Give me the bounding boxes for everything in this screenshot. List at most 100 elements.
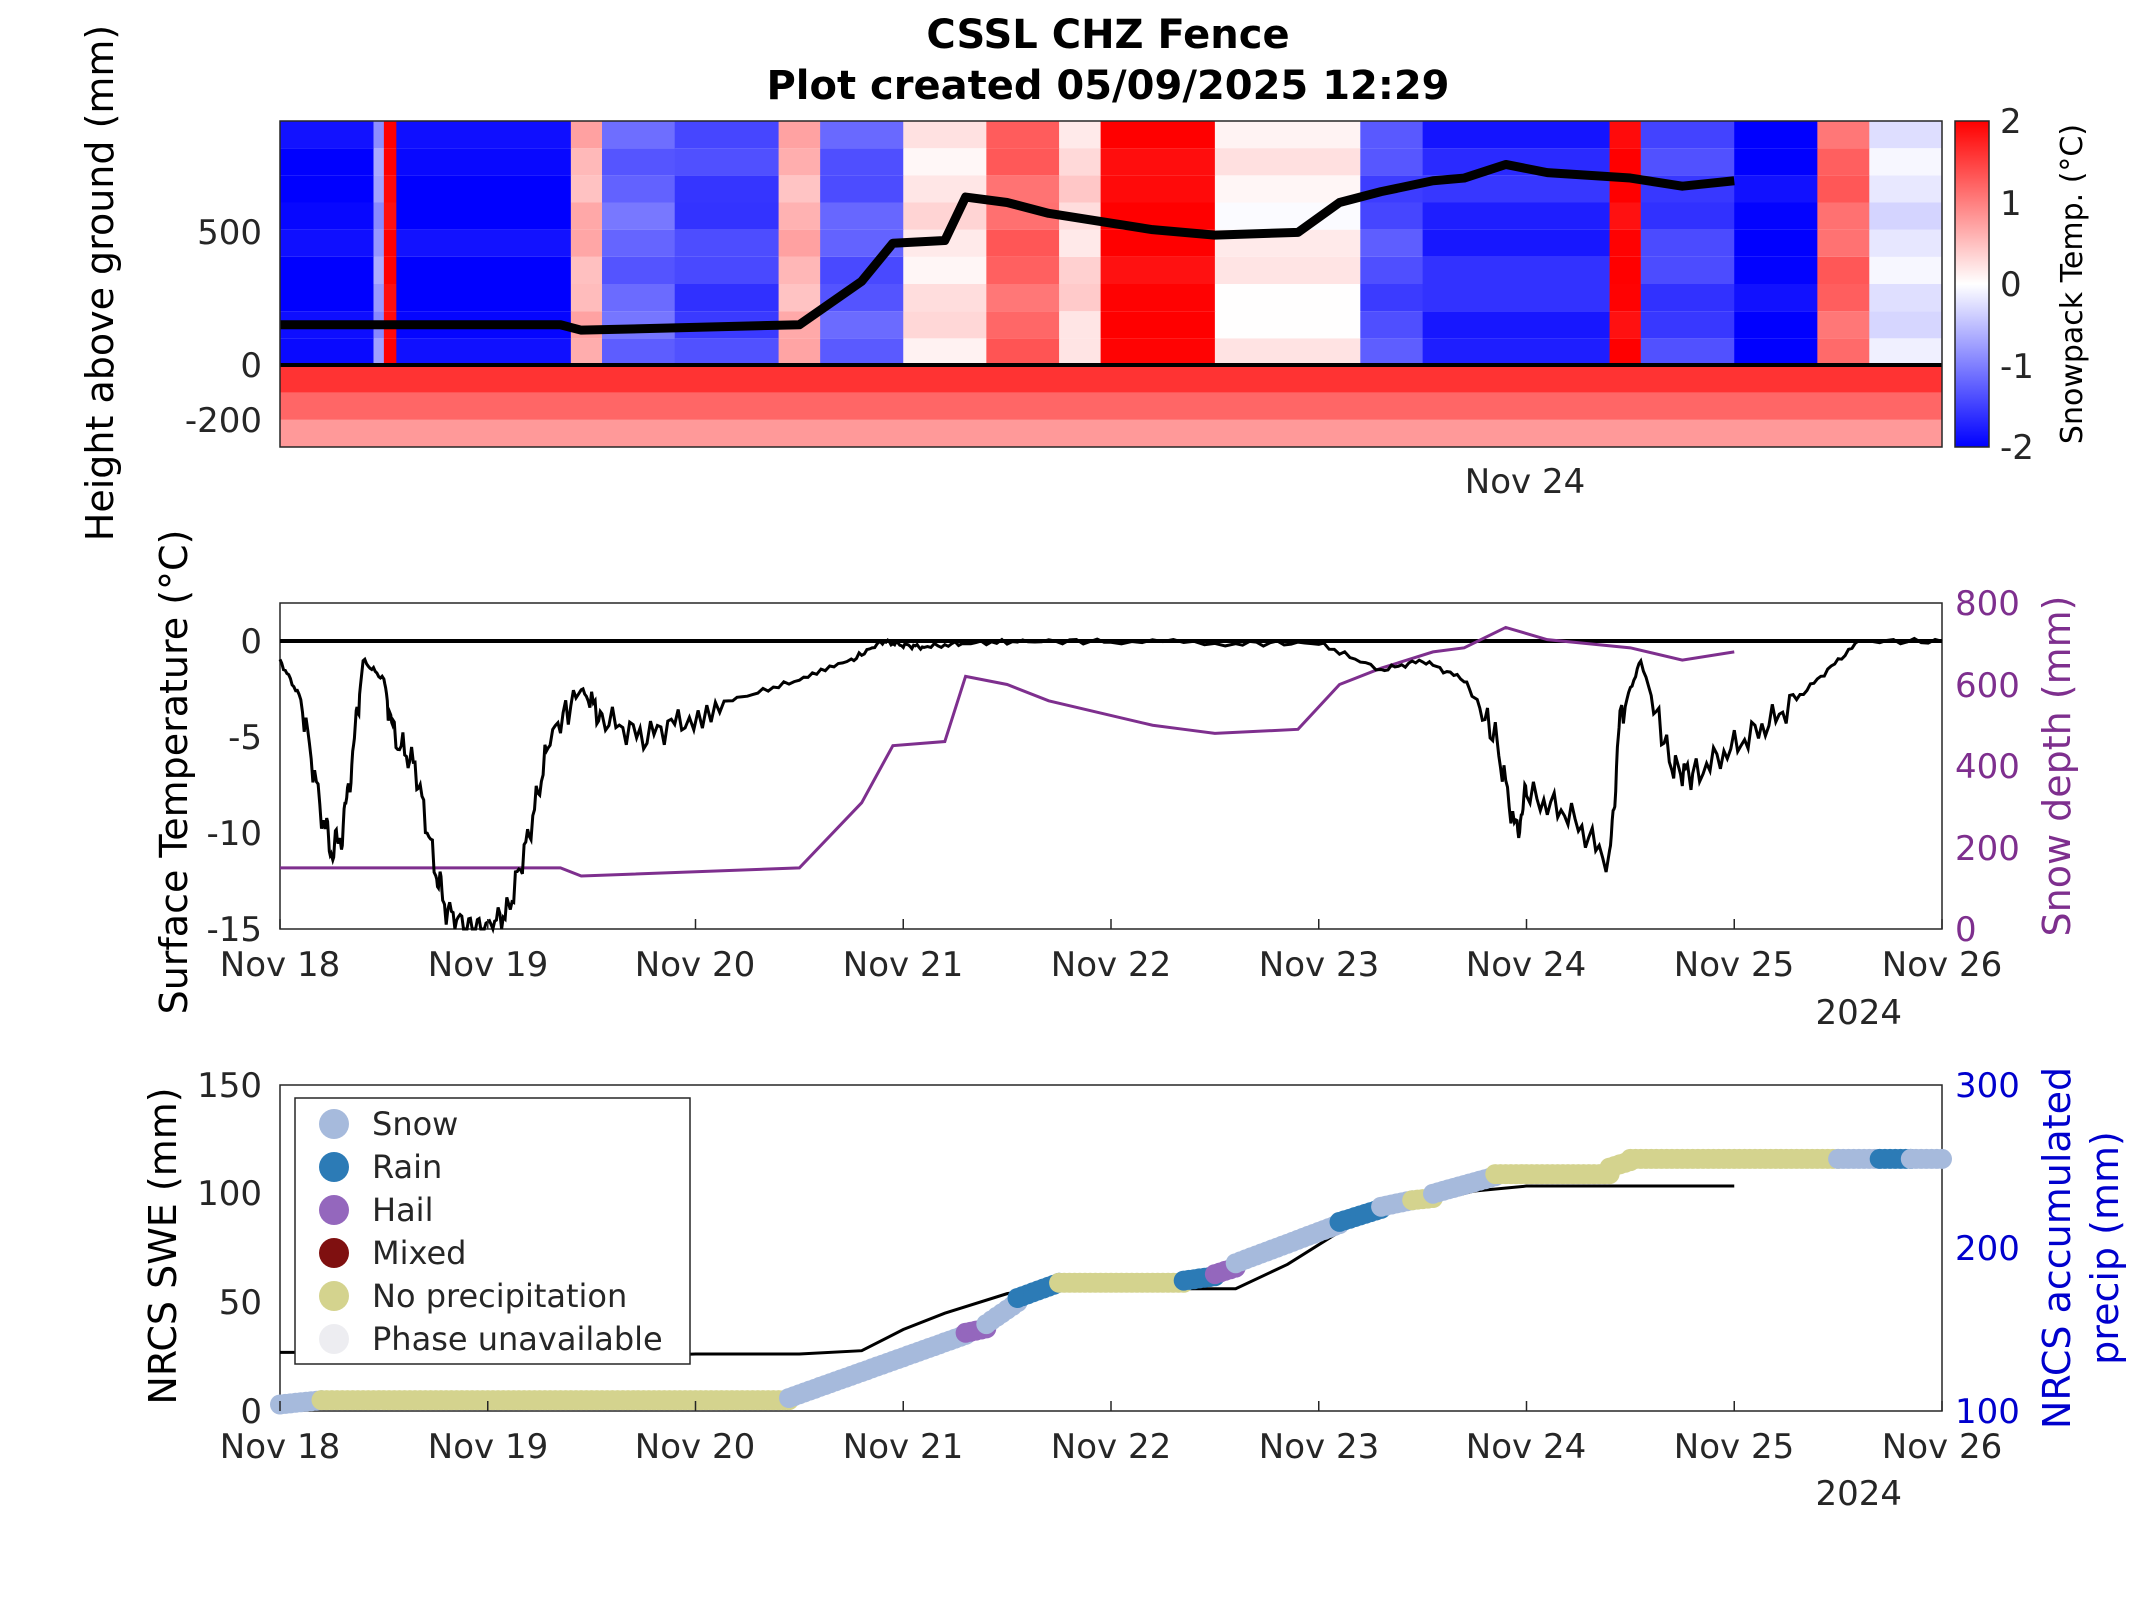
snow-temp-cell xyxy=(602,121,676,149)
snow-temp-cell xyxy=(1817,338,1870,366)
snow-temp-cell xyxy=(674,148,780,176)
depth-ytick: 0 xyxy=(1955,910,1977,950)
snow-temp-cell xyxy=(1422,256,1611,284)
snow-temp-cell xyxy=(1214,148,1361,176)
snow-temp-cell xyxy=(778,229,821,257)
snow-temp-cell xyxy=(1214,256,1361,284)
legend-label-no-precip: No precipitation xyxy=(372,1277,627,1315)
temp-xtick: Nov 18 xyxy=(220,945,340,985)
temp-xtick: Nov 23 xyxy=(1259,945,1379,985)
snow-temp-cell xyxy=(820,175,904,203)
temp-ylabel: Surface Temperature (°C) xyxy=(152,530,196,1015)
snow-temp-cell xyxy=(1100,284,1216,312)
snow-temp-cell xyxy=(1214,338,1361,366)
snow-temp-cell xyxy=(396,338,572,366)
snow-temp-cell xyxy=(602,202,676,230)
snow-temp-cell xyxy=(280,121,374,149)
snow-temp-cell xyxy=(1214,175,1361,203)
snow-temp-cell xyxy=(778,148,821,176)
snow-temp-cell xyxy=(1422,311,1611,339)
snow-temp-cell xyxy=(1360,338,1424,366)
legend-label-rain: Rain xyxy=(372,1148,442,1186)
snow-temp-cell xyxy=(1214,311,1361,339)
snow-temp-cell xyxy=(1869,148,1943,176)
snow-temp-cell xyxy=(778,338,821,366)
snow-temp-cell xyxy=(986,311,1060,339)
snow-temp-cell xyxy=(1640,284,1735,312)
snow-temp-cell xyxy=(602,148,676,176)
snow-temp-cell xyxy=(383,202,397,230)
heatmap-axes-box xyxy=(279,120,1943,448)
snow-temp-cell xyxy=(396,229,572,257)
legend-box xyxy=(294,1097,691,1365)
snow-temp-cell xyxy=(820,338,904,366)
snow-temp-cell xyxy=(602,175,676,203)
soil-temp-cell xyxy=(280,419,1942,447)
snow-temp-cell xyxy=(1059,121,1102,149)
snow-temp-cell xyxy=(1817,229,1870,257)
snow-temp-cell xyxy=(570,284,603,312)
temp-xticks: Nov 18 Nov 19 Nov 20 Nov 21 Nov 22 Nov 2… xyxy=(220,945,2002,985)
snow-temp-cell xyxy=(570,256,603,284)
snow-temp-cell xyxy=(903,338,987,366)
snow-temp-cell xyxy=(986,148,1060,176)
snow-temp-cell xyxy=(373,148,385,176)
snow-temp-cell xyxy=(1640,338,1735,366)
soil-temp-cell xyxy=(280,365,1942,393)
snow-temp-cell xyxy=(903,284,987,312)
snow-temp-cell xyxy=(778,121,821,149)
snow-temp-cell xyxy=(1734,311,1818,339)
precip-ylabel-line2: precip (mm) xyxy=(2083,1131,2127,1365)
legend-marker-no-precip xyxy=(319,1281,349,1311)
snow-temp-cell xyxy=(1360,229,1424,257)
snow-temp-cell xyxy=(986,256,1060,284)
snow-temp-cell xyxy=(1640,121,1735,149)
snow-temp-cell xyxy=(1640,311,1735,339)
snow-temp-cell xyxy=(570,148,603,176)
snow-temp-cell xyxy=(602,284,676,312)
snow-temp-cell xyxy=(1869,284,1943,312)
snow-temp-cell xyxy=(280,256,374,284)
snow-temp-cell xyxy=(1422,121,1611,149)
heatmap-ytick: 0 xyxy=(240,346,262,386)
snow-temp-cell xyxy=(570,338,603,366)
swe-ytick: 0 xyxy=(240,1392,262,1432)
heatmap-cells xyxy=(280,121,1943,447)
swe-xyear: 2024 xyxy=(1815,1474,1902,1514)
snow-temp-cell xyxy=(1609,284,1642,312)
snow-temp-cell xyxy=(1817,284,1870,312)
snow-temp-cell xyxy=(1422,338,1611,366)
snow-temp-cell xyxy=(1869,202,1943,230)
heatmap-ytick: -200 xyxy=(185,401,262,441)
colorbar-label: Snowpack Temp. (°C) xyxy=(2055,124,2090,444)
snow-temp-cell xyxy=(570,121,603,149)
snow-temp-cell xyxy=(903,121,987,149)
snow-temp-cell xyxy=(1640,256,1735,284)
snow-temp-cell xyxy=(1734,202,1818,230)
swe-ytick: 150 xyxy=(197,1066,262,1106)
snow-temp-cell xyxy=(1734,121,1818,149)
snow-temp-cell xyxy=(674,256,780,284)
heatmap-ytick: 500 xyxy=(197,213,262,253)
snow-temp-cell xyxy=(1640,229,1735,257)
snow-temp-cell xyxy=(986,121,1060,149)
snow-temp-cell xyxy=(383,175,397,203)
temp-xtick: Nov 24 xyxy=(1466,945,1586,985)
snow-temp-cell xyxy=(903,256,987,284)
swe-xtick: Nov 21 xyxy=(843,1427,963,1467)
precip-ytick: 100 xyxy=(1955,1392,2020,1432)
snow-temp-cell xyxy=(1609,229,1642,257)
snow-temp-cell xyxy=(602,338,676,366)
legend-marker-unavailable xyxy=(319,1324,349,1354)
snow-temp-cell xyxy=(383,338,397,366)
swe-xtick: Nov 20 xyxy=(635,1427,755,1467)
swe-ytick: 100 xyxy=(197,1174,262,1214)
temp-xtick: Nov 22 xyxy=(1051,945,1171,985)
snow-temp-cell xyxy=(373,121,385,149)
swe-xtick: Nov 24 xyxy=(1466,1427,1586,1467)
temp-ytick: -5 xyxy=(228,718,262,758)
snow-temp-cell xyxy=(778,202,821,230)
snow-temp-cell xyxy=(1817,202,1870,230)
snow-temp-cell xyxy=(820,202,904,230)
snow-temp-cell xyxy=(1059,229,1102,257)
